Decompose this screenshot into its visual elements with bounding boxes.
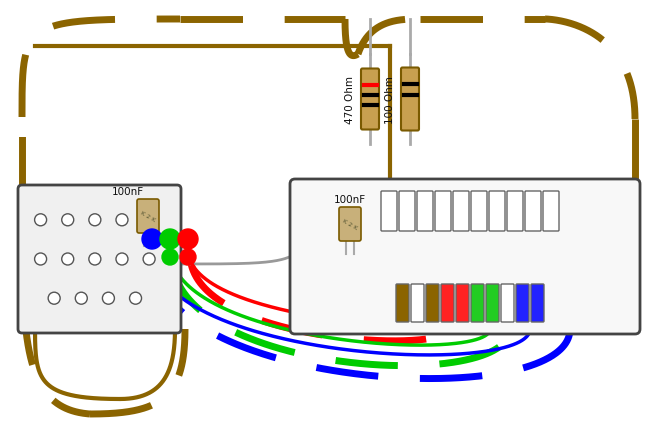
Text: K 2 K: K 2 K: [140, 210, 156, 223]
Text: 100nF: 100nF: [112, 187, 144, 197]
FancyBboxPatch shape: [417, 191, 433, 231]
FancyBboxPatch shape: [489, 191, 505, 231]
FancyBboxPatch shape: [339, 208, 361, 241]
FancyBboxPatch shape: [435, 191, 451, 231]
FancyBboxPatch shape: [137, 200, 159, 233]
FancyBboxPatch shape: [290, 180, 640, 334]
Circle shape: [162, 249, 178, 265]
Circle shape: [178, 230, 198, 249]
FancyBboxPatch shape: [471, 284, 484, 322]
Text: 100nF: 100nF: [334, 194, 366, 205]
FancyBboxPatch shape: [531, 284, 544, 322]
FancyBboxPatch shape: [411, 284, 424, 322]
Circle shape: [102, 292, 115, 304]
FancyBboxPatch shape: [426, 284, 439, 322]
Circle shape: [130, 292, 141, 304]
Circle shape: [89, 253, 101, 265]
FancyBboxPatch shape: [471, 191, 487, 231]
Circle shape: [116, 253, 128, 265]
FancyBboxPatch shape: [501, 284, 514, 322]
Text: 100 Ohm: 100 Ohm: [385, 76, 395, 124]
Circle shape: [35, 253, 47, 265]
Circle shape: [180, 249, 196, 265]
FancyBboxPatch shape: [399, 191, 415, 231]
FancyBboxPatch shape: [381, 191, 397, 231]
FancyBboxPatch shape: [396, 284, 409, 322]
Circle shape: [143, 253, 155, 265]
FancyBboxPatch shape: [453, 191, 469, 231]
Circle shape: [160, 230, 180, 249]
FancyBboxPatch shape: [525, 191, 541, 231]
FancyBboxPatch shape: [456, 284, 469, 322]
Circle shape: [142, 230, 162, 249]
FancyBboxPatch shape: [486, 284, 499, 322]
FancyBboxPatch shape: [441, 284, 454, 322]
FancyBboxPatch shape: [507, 191, 523, 231]
FancyBboxPatch shape: [516, 284, 529, 322]
Text: 470 Ohm: 470 Ohm: [345, 76, 355, 124]
FancyBboxPatch shape: [401, 68, 419, 131]
Circle shape: [35, 214, 47, 226]
Circle shape: [62, 214, 74, 226]
Circle shape: [143, 214, 155, 226]
Circle shape: [48, 292, 60, 304]
Circle shape: [116, 214, 128, 226]
Circle shape: [62, 253, 74, 265]
FancyBboxPatch shape: [361, 69, 379, 130]
FancyBboxPatch shape: [18, 186, 181, 333]
Circle shape: [89, 214, 101, 226]
Text: K 2 K: K 2 K: [342, 218, 358, 230]
FancyBboxPatch shape: [543, 191, 559, 231]
Circle shape: [76, 292, 87, 304]
